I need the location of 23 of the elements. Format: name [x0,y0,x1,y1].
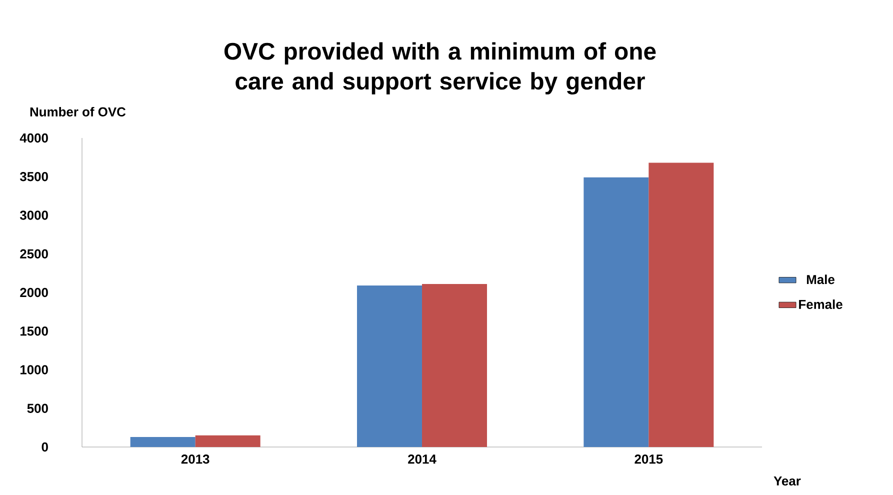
y-axis-title: Number of OVC [30,106,126,116]
chart-title: OVC provided with a minimum of one care and support service by gender [224,42,656,94]
bar [422,284,488,447]
y-tick-label: 3500 [20,172,48,182]
y-tick-label: 1500 [20,326,48,336]
y-tick-label: 3000 [20,210,48,220]
bar [648,162,714,447]
y-tick-label: 4000 [20,133,48,143]
legend-label: Female [799,299,842,309]
x-tick-label: 2013 [181,454,210,464]
bar [357,286,422,447]
y-tick-label: 0 [42,442,48,452]
y-tick-label: 2500 [20,249,48,258]
bar [130,436,196,447]
legend-label: Male [806,274,834,284]
bar [195,435,260,447]
x-tick-label: 2014 [408,454,436,464]
y-tick-label: 2000 [20,288,48,298]
x-tick-label: 2015 [634,454,663,464]
y-tick-label: 500 [27,404,48,413]
x-axis-title: Year [774,476,801,486]
y-tick-label: 1000 [20,365,48,374]
bar [584,177,649,447]
